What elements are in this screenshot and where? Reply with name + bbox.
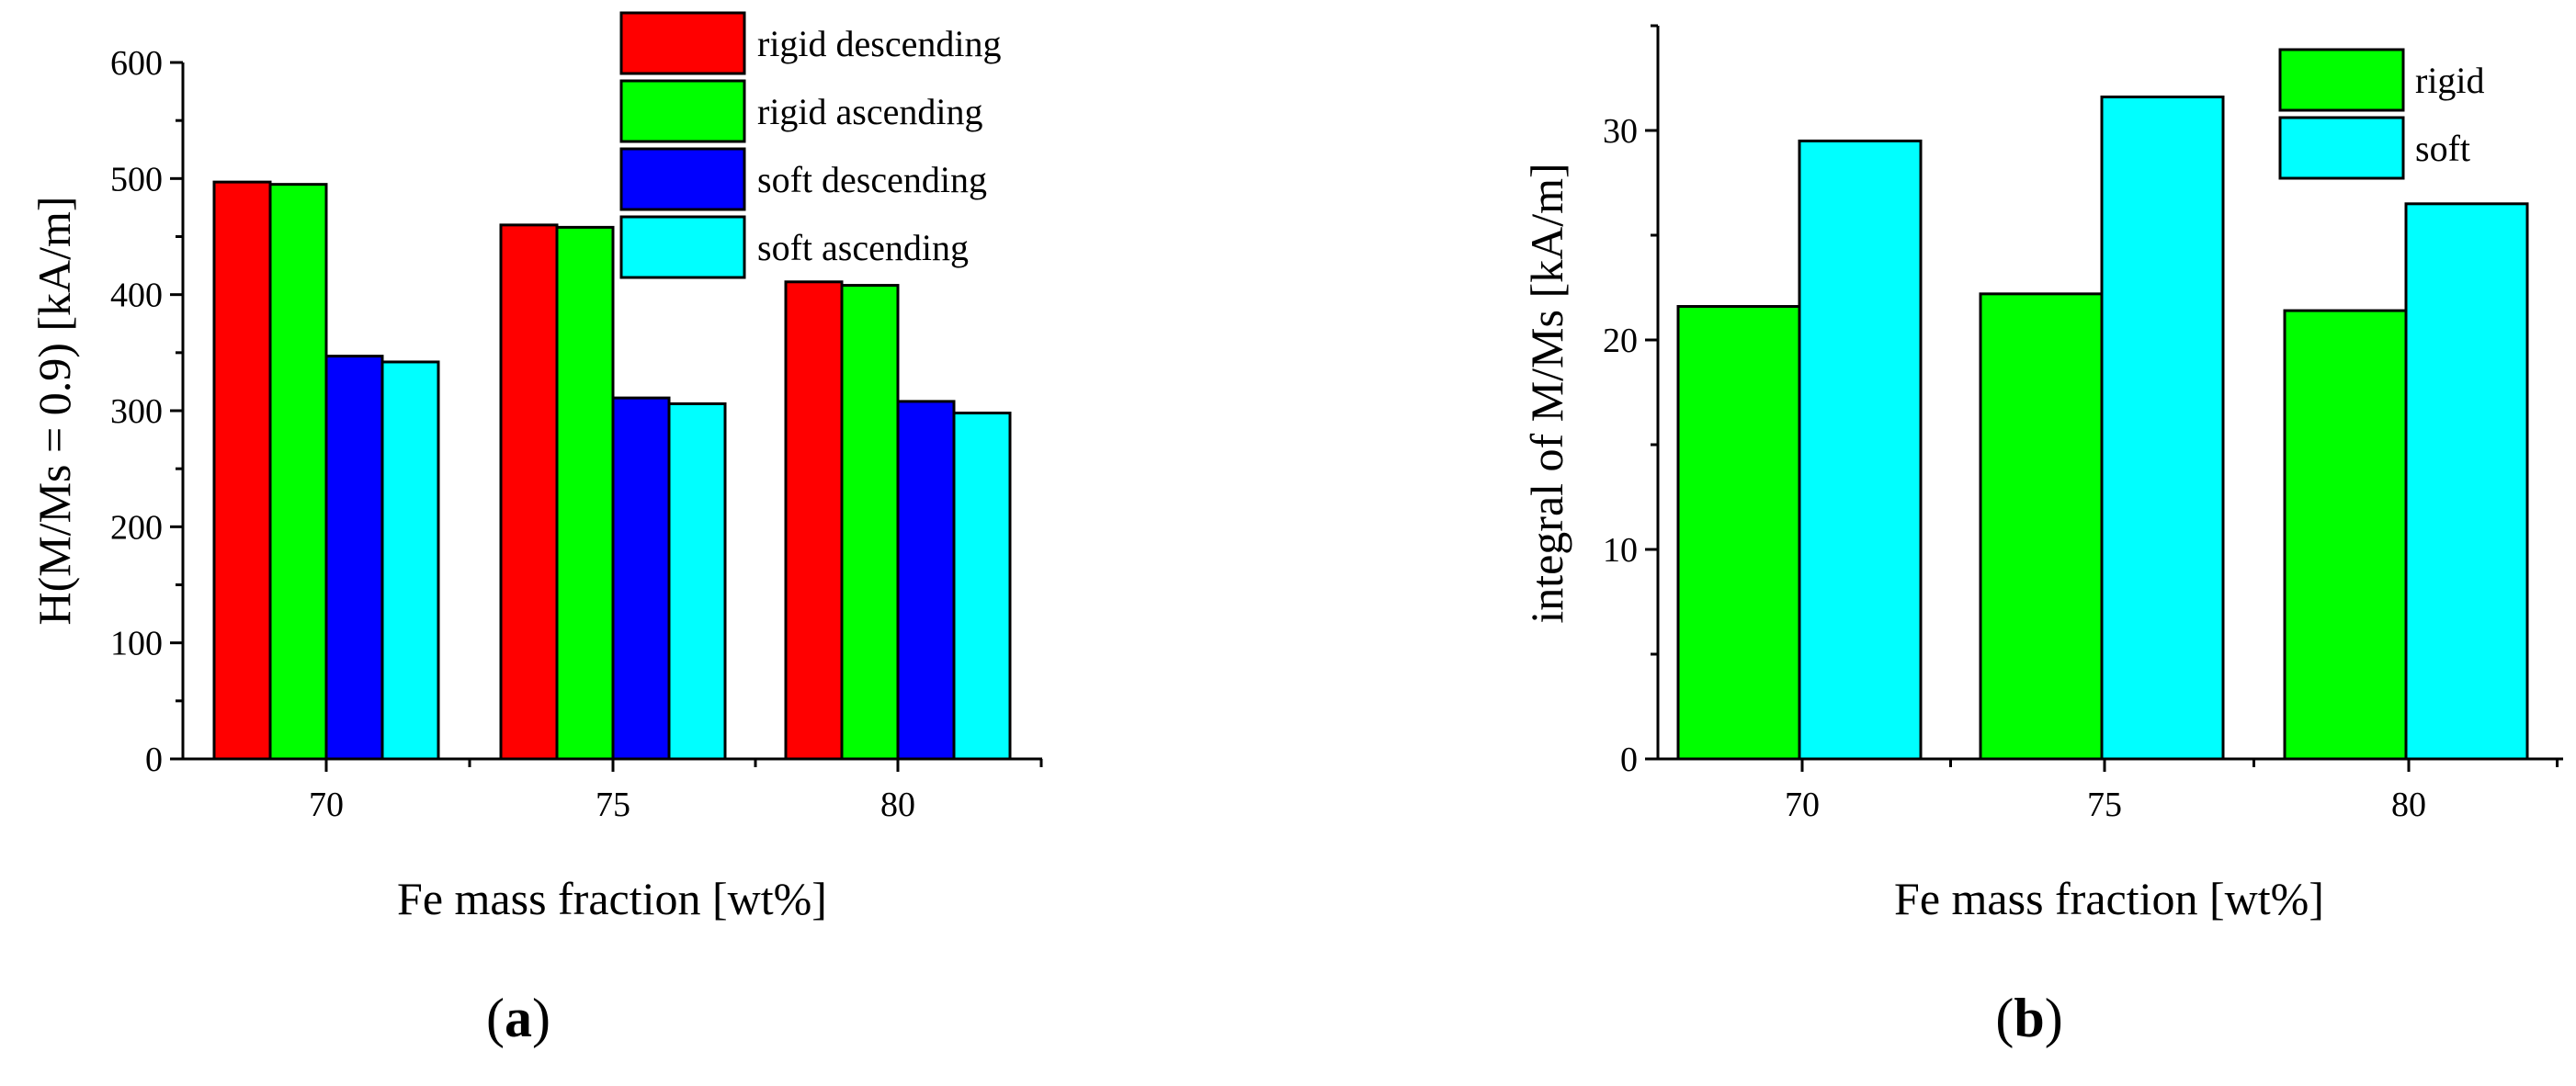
bar-soft-70	[1798, 139, 1923, 761]
legend-swatch-soft-ascending	[619, 215, 746, 279]
bar-rigid-ascending-75	[555, 225, 615, 761]
y-tick-label: 600	[110, 44, 163, 83]
x-tick-label-70: 70	[1785, 786, 1820, 824]
x-axis-title: Fe mass fraction [wt%]	[397, 873, 827, 924]
chart-panel-b: 0 10 20 30 70 75 80 rigid soft integral of M/Ms […	[1521, 24, 2563, 1048]
bar-rigid-descending-75	[499, 223, 559, 761]
bar-rigid-ascending-80	[840, 284, 900, 761]
y-tick-label: 30	[1603, 112, 1638, 151]
y-tick-label: 0	[1620, 741, 1638, 779]
y-tick-label: 20	[1603, 322, 1638, 360]
x-tick-label-80: 80	[2391, 786, 2426, 824]
bar-soft-80	[2404, 202, 2529, 761]
y-tick-label: 200	[110, 508, 163, 547]
x-tick-label-80: 80	[880, 786, 915, 824]
y-tick-label: 0	[145, 741, 163, 779]
legend-swatch-rigid-ascending	[619, 79, 746, 143]
bar-soft-descending-70	[324, 355, 384, 761]
y-tick-label: 100	[110, 625, 163, 663]
legend-label-rigid-descending: rigid descending	[757, 23, 1002, 64]
legend-label-soft-descending: soft descending	[757, 159, 987, 200]
bar-rigid-80	[2283, 309, 2408, 761]
bar-rigid-descending-80	[784, 280, 844, 761]
x-tick-label-75: 75	[2087, 786, 2122, 824]
bar-soft-ascending-75	[667, 402, 727, 761]
bar-soft-75	[2100, 96, 2225, 761]
bar-rigid-75	[1979, 292, 2104, 761]
bar-rigid-70	[1676, 305, 1801, 761]
y-tick-label: 500	[110, 160, 163, 198]
bar-rigid-ascending-70	[268, 183, 328, 761]
bar-rigid-descending-70	[212, 180, 272, 761]
x-axis-title: Fe mass fraction [wt%]	[1894, 873, 2324, 924]
bar-soft-descending-75	[611, 396, 671, 761]
panel-label-a: (a)	[486, 988, 550, 1048]
y-tick-label: 400	[110, 277, 163, 315]
legend-label-soft-ascending: soft ascending	[757, 227, 969, 268]
legend-label-rigid: rigid	[2415, 60, 2485, 101]
legend-swatch-soft-descending	[619, 147, 746, 211]
legend-label-soft: soft	[2415, 128, 2470, 169]
panel-label-b: (b)	[1995, 988, 2062, 1048]
legend-label-rigid-ascending: rigid ascending	[757, 91, 983, 132]
y-axis-title: H(M/Ms = 0.9) [kA/m]	[28, 196, 80, 625]
chart-panel-a: 0 100 200 300 400 500 600 70 75 80 rigid descendin…	[28, 11, 1043, 1048]
legend-swatch-soft	[2278, 116, 2405, 180]
y-axis-title: integral of M/Ms [kA/m]	[1521, 163, 1572, 623]
bar-soft-ascending-70	[380, 360, 440, 761]
x-tick-label-75: 75	[596, 786, 630, 824]
bar-soft-descending-80	[896, 400, 956, 761]
y-tick-label: 300	[110, 392, 163, 431]
legend-swatch-rigid-descending	[619, 11, 746, 75]
bar-soft-ascending-80	[952, 412, 1012, 761]
y-tick-label: 10	[1603, 531, 1638, 570]
legend-swatch-rigid	[2278, 48, 2405, 112]
x-tick-label-70: 70	[309, 786, 344, 824]
